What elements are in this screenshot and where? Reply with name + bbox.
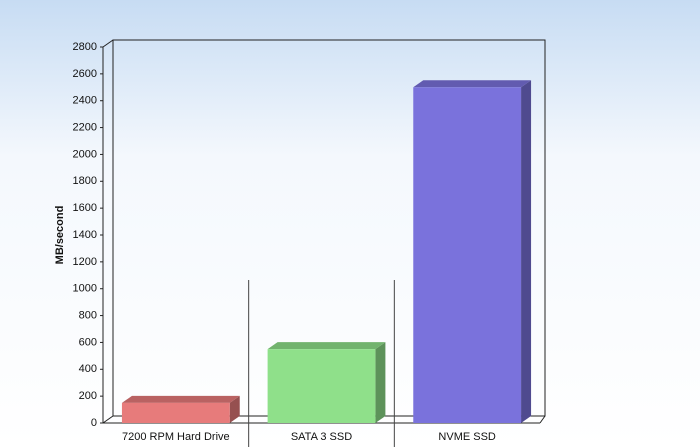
bar-side xyxy=(521,80,532,424)
y-tick-label: 1400 xyxy=(73,229,97,241)
y-tick-label: 1800 xyxy=(73,175,97,187)
bar-top xyxy=(121,395,240,403)
y-tick-label: 2200 xyxy=(73,121,97,133)
bar-top xyxy=(267,342,386,350)
bar-top xyxy=(413,80,532,88)
y-tick-label: 600 xyxy=(79,336,97,348)
bar-side xyxy=(375,342,386,423)
y-tick-label: 1000 xyxy=(73,283,97,295)
y-tick-label: 2800 xyxy=(73,41,97,53)
bar xyxy=(121,402,230,423)
bar xyxy=(413,87,522,424)
y-tick-label: 200 xyxy=(79,390,97,402)
bar-side xyxy=(229,395,240,423)
bar xyxy=(267,349,376,423)
y-tick-label: 1200 xyxy=(73,256,97,268)
x-tick-label: NVME SSD xyxy=(438,431,496,443)
y-tick-label: 400 xyxy=(79,363,97,375)
y-tick-label: 0 xyxy=(91,417,97,429)
x-tick-label: SATA 3 SSD xyxy=(291,431,352,443)
y-tick-label: 2400 xyxy=(73,95,97,107)
y-tick-label: 1600 xyxy=(73,202,97,214)
y-tick-label: 800 xyxy=(79,309,97,321)
x-tick-label: 7200 RPM Hard Drive xyxy=(122,431,230,443)
y-tick-label: 2600 xyxy=(73,68,97,80)
y-tick-label: 2000 xyxy=(73,148,97,160)
y-axis-label: MB/second xyxy=(54,206,66,265)
